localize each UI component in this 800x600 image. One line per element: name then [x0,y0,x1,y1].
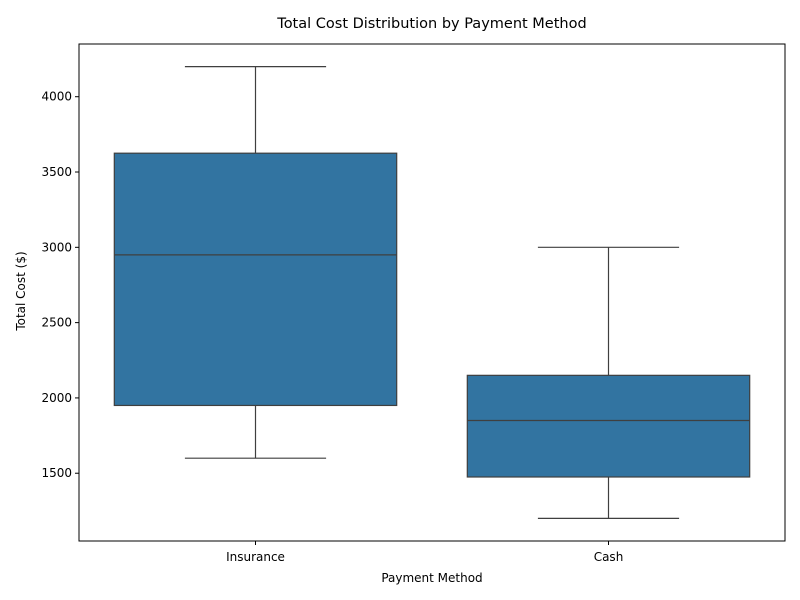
x-tick-label: Cash [594,550,624,564]
x-tick-label: Insurance [226,550,285,564]
y-tick-label: 3500 [41,165,72,179]
y-tick-label: 3000 [41,240,72,254]
box-cash [466,374,751,478]
plot-frame [78,43,786,542]
box-insurance [113,152,398,407]
chart-title: Total Cost Distribution by Payment Metho… [276,16,586,32]
y-tick-label: 2500 [41,316,72,330]
y-tick-label: 2000 [41,391,72,405]
y-tick-label: 1500 [41,466,72,480]
x-axis-label: Payment Method [381,571,482,585]
plot-area: 1500 2000 2500 3000 3500 4000 Insurance Cash [41,43,786,564]
y-tick-label: 4000 [41,90,72,104]
y-axis-label: Total Cost ($) [14,251,28,331]
